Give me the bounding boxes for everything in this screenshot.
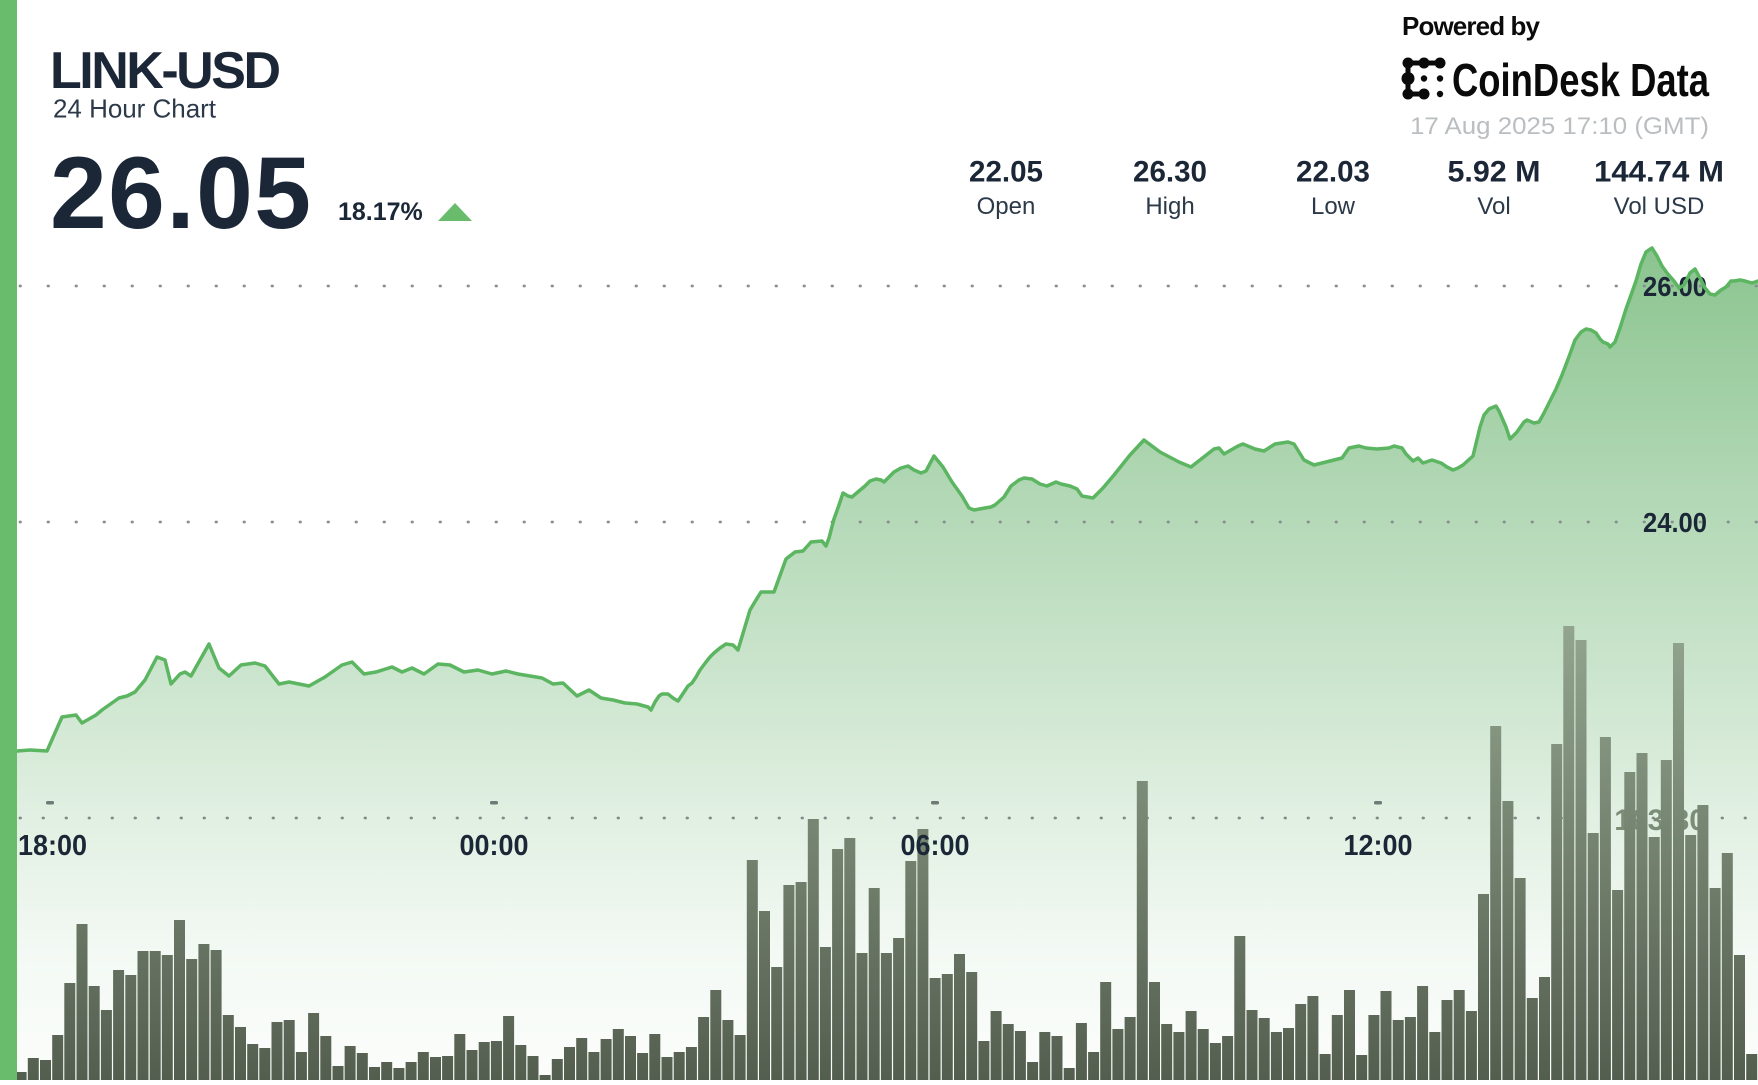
svg-text:Low: Low [1311,193,1356,220]
svg-text:Vol USD: Vol USD [1614,193,1705,220]
svg-text:18.17%: 18.17% [338,198,423,226]
svg-text:Open: Open [977,193,1036,220]
svg-text:06:00: 06:00 [901,830,970,862]
svg-text:17 Aug 2025 17:10 (GMT): 17 Aug 2025 17:10 (GMT) [1410,113,1709,140]
svg-text:CoinDesk Data: CoinDesk Data [1452,54,1709,106]
svg-text:24 Hour Chart: 24 Hour Chart [53,94,217,124]
svg-text:12:00: 12:00 [1344,830,1413,862]
svg-text:26.00: 26.00 [1643,271,1707,302]
svg-text:Powered by: Powered by [1402,11,1541,41]
svg-text:00:00: 00:00 [460,830,529,862]
svg-text:LINK-USD: LINK-USD [50,42,281,100]
svg-text:22.05: 22.05 [969,156,1043,189]
svg-text:144.74 M: 144.74 M [1594,156,1724,189]
svg-text:Vol: Vol [1477,193,1510,220]
svg-text:5.92 M: 5.92 M [1448,156,1541,189]
svg-text:22.03: 22.03 [1296,156,1370,189]
svg-text:24.00: 24.00 [1643,507,1707,538]
svg-text:26.30: 26.30 [1133,156,1207,189]
svg-text:26.05: 26.05 [50,136,311,250]
svg-text:18:00: 18:00 [18,830,87,862]
svg-text:High: High [1145,193,1194,220]
